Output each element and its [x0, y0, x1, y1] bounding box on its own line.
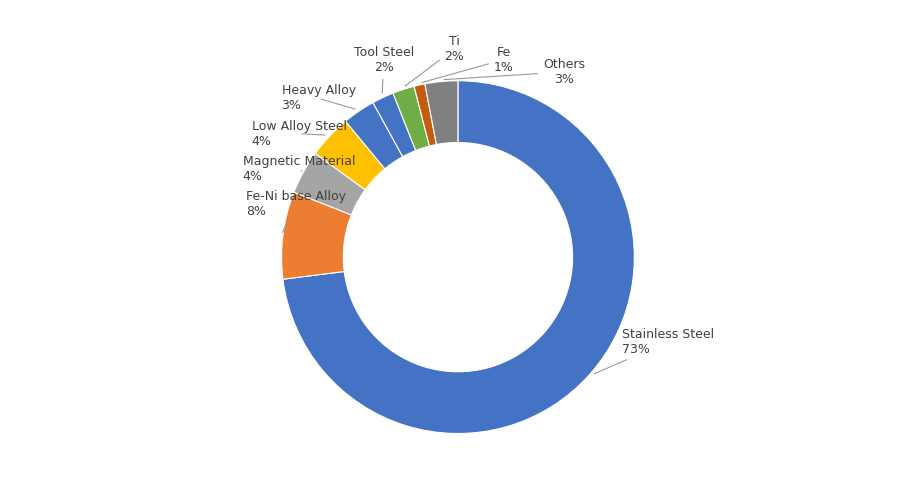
Wedge shape	[294, 153, 365, 215]
Text: Fe-Ni base Alloy
8%: Fe-Ni base Alloy 8%	[247, 190, 346, 232]
Text: Low Alloy Steel
4%: Low Alloy Steel 4%	[252, 120, 346, 148]
Text: Ti
2%: Ti 2%	[405, 35, 464, 86]
Text: Magnetic Material
4%: Magnetic Material 4%	[243, 155, 356, 183]
Wedge shape	[282, 192, 351, 279]
Wedge shape	[414, 84, 436, 146]
Wedge shape	[346, 103, 402, 169]
Wedge shape	[393, 86, 429, 150]
Text: Fe
1%: Fe 1%	[422, 46, 514, 82]
Wedge shape	[373, 93, 416, 157]
Wedge shape	[425, 81, 458, 145]
Text: Heavy Alloy
3%: Heavy Alloy 3%	[282, 84, 356, 113]
Wedge shape	[283, 81, 634, 433]
Wedge shape	[315, 121, 385, 190]
Text: Others
3%: Others 3%	[444, 58, 585, 86]
Text: Tool Steel
2%: Tool Steel 2%	[354, 46, 414, 93]
Text: Stainless Steel
73%: Stainless Steel 73%	[594, 328, 714, 374]
